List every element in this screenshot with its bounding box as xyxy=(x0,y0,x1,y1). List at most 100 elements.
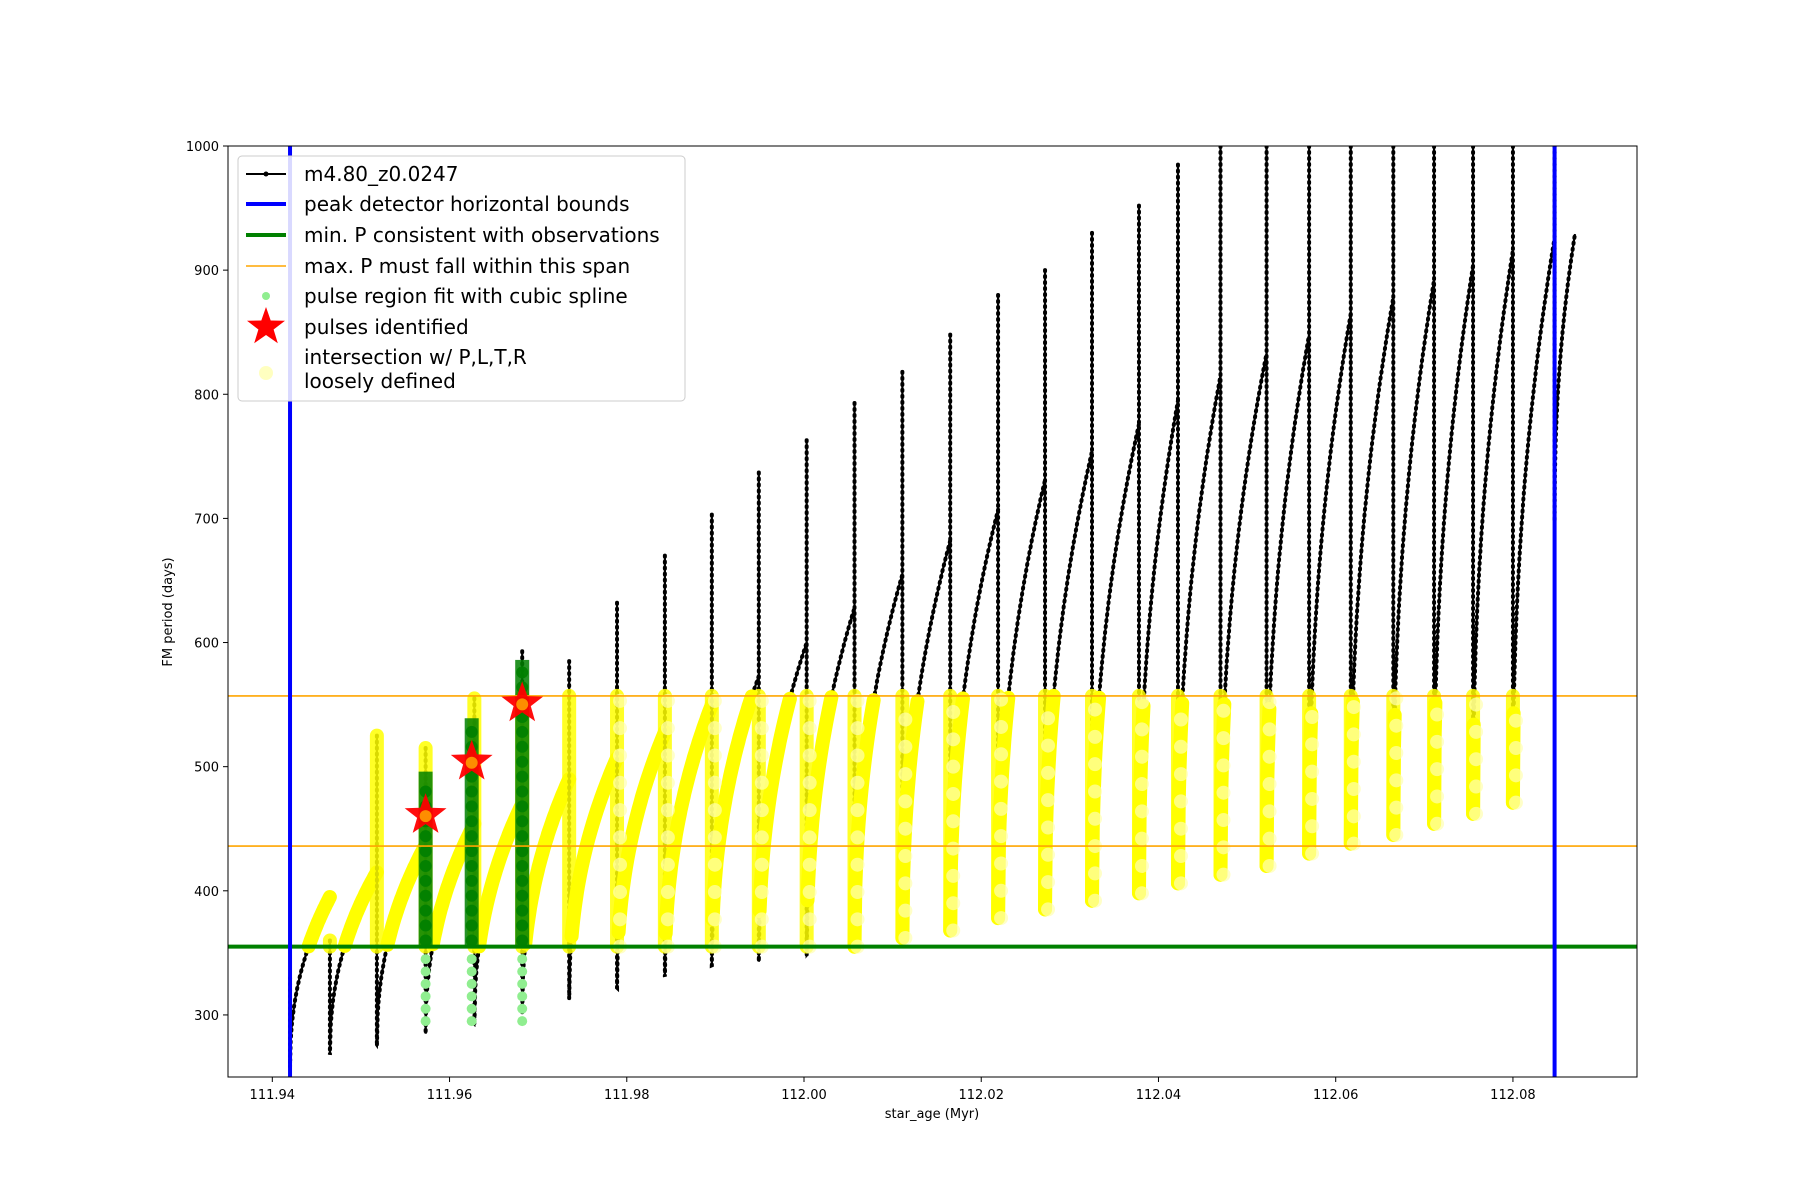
y-tick-label-1: 300 xyxy=(194,1009,219,1024)
loosely-defined-dot-25 xyxy=(1389,746,1404,761)
pulse-fit-point-3 xyxy=(516,859,529,872)
loosely-defined-dot-11 xyxy=(754,912,769,927)
track-cycle-29 xyxy=(1553,146,1577,520)
pulse-fit-point-3 xyxy=(516,800,529,813)
pulse-fit-point-1 xyxy=(419,934,432,947)
loosely-defined-dot-15 xyxy=(946,786,961,801)
loosely-defined-dot-15 xyxy=(946,705,961,720)
y-tick-label-4: 600 xyxy=(194,637,219,652)
track-markers-19 xyxy=(1136,203,1180,898)
loosely-defined-dot-9 xyxy=(660,748,675,763)
loosely-defined-dot-14 xyxy=(898,794,913,809)
loosely-defined-dot-21 xyxy=(1216,867,1231,882)
x-tick-label-4: 112.00 xyxy=(781,1088,827,1103)
loosely-defined-dot-13 xyxy=(850,803,865,818)
legend-label-track: m4.80_z0.0247 xyxy=(304,162,459,186)
legend-label-loosely_defined: loosely defined xyxy=(304,369,456,393)
spline-point-3 xyxy=(517,1016,528,1027)
spline-point-1 xyxy=(420,991,431,1002)
loosely-defined-dot-14 xyxy=(898,849,913,864)
track-markers-26 xyxy=(1432,146,1476,829)
loosely-defined-dot-20 xyxy=(1173,876,1188,891)
loosely-defined-dot-12 xyxy=(802,912,817,927)
x-tick-label-2: 111.96 xyxy=(427,1088,473,1103)
loosely-defined-dot-10 xyxy=(707,775,722,790)
loosely-defined-dot-8 xyxy=(613,721,628,736)
loosely-defined-dot-15 xyxy=(946,896,961,911)
loosely-defined-dot-8 xyxy=(613,775,628,790)
legend-handle-loosely_defined xyxy=(259,366,273,380)
loosely-defined-dot-19 xyxy=(1134,722,1149,737)
pulse-fit-point-3 xyxy=(516,755,529,768)
spline-point-1 xyxy=(420,1016,431,1027)
pulse-star-core-3 xyxy=(516,698,529,711)
loosely-defined-dot-15 xyxy=(946,732,961,747)
spline-point-1 xyxy=(420,966,431,977)
loosely-defined-dot-18 xyxy=(1088,784,1103,799)
spline-point-2 xyxy=(466,978,477,989)
loosely-defined-dot-28 xyxy=(1508,741,1523,756)
loosely-defined-dot-9 xyxy=(660,857,675,872)
pulse-fit-point-3 xyxy=(516,725,529,738)
loosely-defined-dot-27 xyxy=(1469,697,1484,712)
spline-point-1 xyxy=(420,1003,431,1014)
loosely-defined-dot-15 xyxy=(946,814,961,829)
loosely-defined-dot-15 xyxy=(946,868,961,883)
loosely-defined-dot-26 xyxy=(1430,816,1445,831)
loosely-defined-dot-26 xyxy=(1430,734,1445,749)
loosely-defined-dot-14 xyxy=(898,821,913,836)
loosely-defined-dot-11 xyxy=(754,775,769,790)
loosely-defined-dot-9 xyxy=(660,775,675,790)
loosely-defined-dot-19 xyxy=(1134,749,1149,764)
loosely-defined-dot-10 xyxy=(707,857,722,872)
spline-point-2 xyxy=(466,1003,477,1014)
loosely-defined-dot-11 xyxy=(754,857,769,872)
loosely-defined-dot-27 xyxy=(1469,724,1484,739)
loosely-defined-dot-17 xyxy=(1041,738,1056,753)
track-markers-25 xyxy=(1391,146,1437,836)
loosely-defined-dot-9 xyxy=(660,693,675,708)
loosely-defined-dot-8 xyxy=(613,912,628,927)
pulse-fit-point-3 xyxy=(516,904,529,917)
spline-point-3 xyxy=(517,954,528,965)
pulse-fit-point-2 xyxy=(465,830,478,843)
y-tick-label-2: 400 xyxy=(194,885,219,900)
legend-label-max_period_span: max. P must fall within this span xyxy=(304,254,630,278)
pulse-fit-point-2 xyxy=(465,904,478,917)
loosely-defined-dot-13 xyxy=(850,748,865,763)
loosely-defined-dot-20 xyxy=(1173,849,1188,864)
loosely-defined-dot-11 xyxy=(754,803,769,818)
track-markers-23 xyxy=(1307,146,1353,855)
track-markers-21 xyxy=(1218,146,1269,875)
intersection-ramp-6 xyxy=(518,772,577,951)
loosely-defined-dot-14 xyxy=(898,767,913,782)
loosely-defined-dot-13 xyxy=(850,693,865,708)
loosely-defined-dot-23 xyxy=(1305,737,1320,752)
loosely-defined-dot-13 xyxy=(850,885,865,900)
loosely-defined-dot-8 xyxy=(613,693,628,708)
track-markers-24 xyxy=(1348,146,1396,849)
legend-label-min_period: min. P consistent with observations xyxy=(304,223,660,247)
loosely-defined-dot-14 xyxy=(898,903,913,918)
loosely-defined-dot-20 xyxy=(1173,821,1188,836)
pulse-fit-point-3 xyxy=(516,830,529,843)
loosely-defined-dot-17 xyxy=(1041,711,1056,726)
loosely-defined-dot-14 xyxy=(898,930,913,945)
y-tick-label-7: 900 xyxy=(194,264,219,279)
loosely-defined-dot-15 xyxy=(946,841,961,856)
pulse-fit-point-2 xyxy=(465,919,478,932)
y-tick-label-8: 1000 xyxy=(186,140,219,155)
loosely-defined-dot-21 xyxy=(1216,758,1231,773)
pulse-fit-point-2 xyxy=(465,815,478,828)
loosely-defined-dot-10 xyxy=(707,885,722,900)
x-tick-label-5: 112.02 xyxy=(958,1088,1004,1103)
loosely-defined-dot-24 xyxy=(1346,700,1361,715)
loosely-defined-dot-15 xyxy=(946,759,961,774)
loosely-defined-dot-24 xyxy=(1346,836,1361,851)
loosely-defined-dot-12 xyxy=(802,857,817,872)
loosely-defined-dot-23 xyxy=(1305,710,1320,725)
loosely-defined-dot-8 xyxy=(613,748,628,763)
y-tick-label-3: 500 xyxy=(194,761,219,776)
spline-point-1 xyxy=(420,978,431,989)
